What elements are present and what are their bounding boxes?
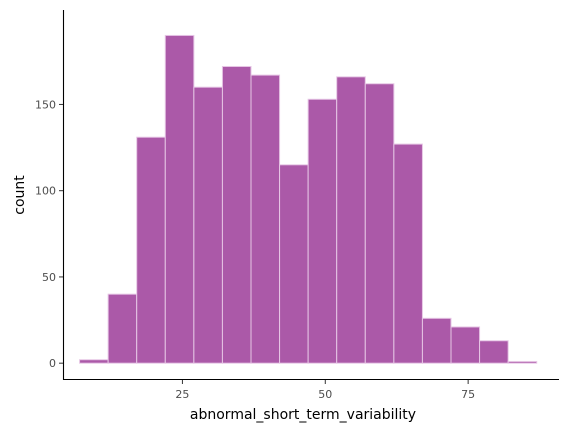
histogram-bar-4 <box>164 34 195 364</box>
histogram-bar-9 <box>307 98 338 364</box>
histogram-bar-7 <box>250 74 281 364</box>
y-tick-label: 0 <box>49 357 56 370</box>
x-tick-label: 75 <box>461 388 475 401</box>
histogram-bar-11 <box>364 83 395 364</box>
histogram-bar-15 <box>479 340 509 364</box>
histogram-bar-6 <box>221 65 252 364</box>
histogram-bars <box>79 34 538 364</box>
x-axis-title: abnormal_short_term_variability <box>190 407 416 423</box>
y-tick-label: 150 <box>35 98 56 111</box>
histogram-bar-1 <box>79 359 109 364</box>
y-axis-title: count <box>12 175 28 215</box>
histogram-bar-5 <box>193 86 223 364</box>
x-tick-label: 50 <box>318 388 332 401</box>
histogram-bar-2 <box>107 293 138 364</box>
y-tick-label: 50 <box>42 271 56 284</box>
x-axis-ticks: 25 50 75 <box>175 380 475 401</box>
histogram-bar-8 <box>279 164 309 364</box>
y-tick-label: 100 <box>35 185 56 198</box>
histogram-bar-3 <box>136 136 166 364</box>
y-axis-ticks: 0 50 100 150 <box>35 98 63 370</box>
histogram-bar-16 <box>507 360 538 364</box>
x-tick-label: 25 <box>175 388 189 401</box>
histogram-bar-10 <box>336 76 366 364</box>
histogram-bar-14 <box>450 326 481 364</box>
histogram-bar-12 <box>393 143 423 364</box>
histogram-bar-13 <box>421 317 452 364</box>
